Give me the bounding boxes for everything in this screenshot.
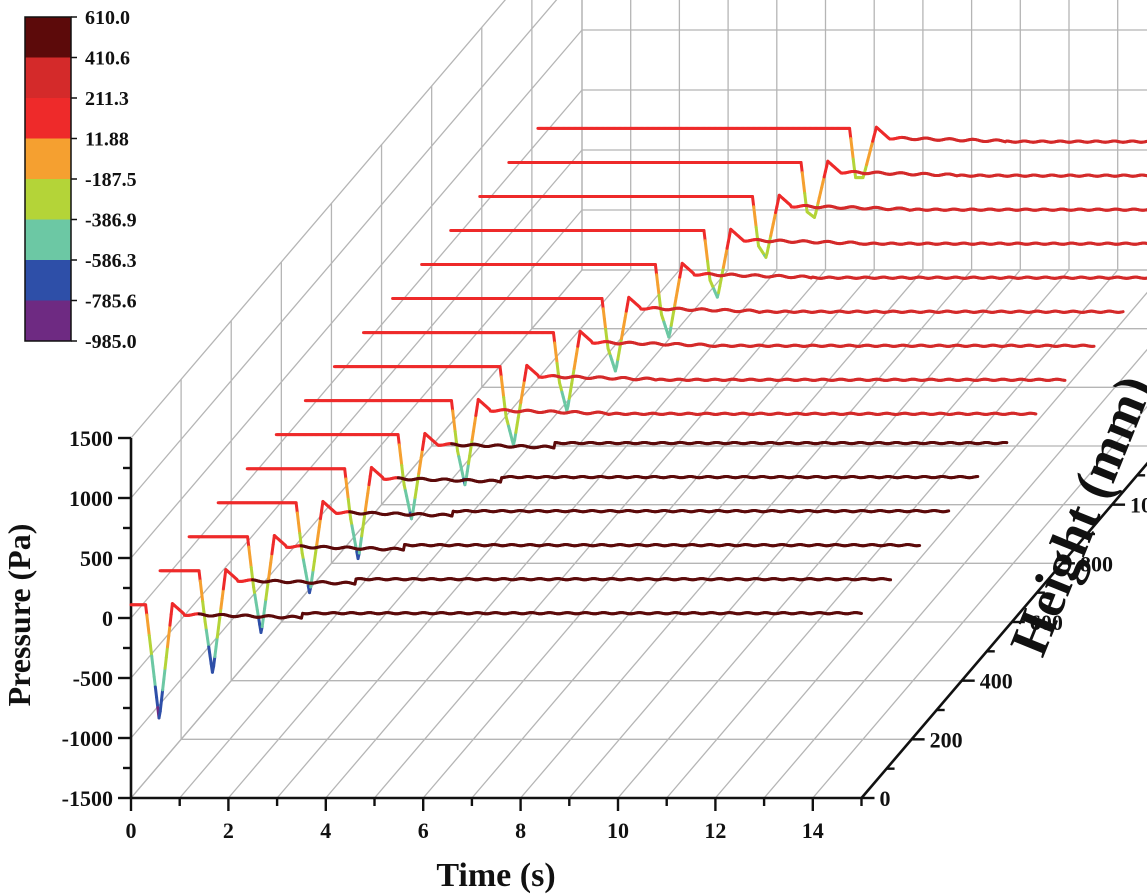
grid-line — [763, 348, 1147, 799]
grid-line — [130, 269, 583, 799]
trace-segment — [703, 239, 708, 253]
trace-2400 — [478, 193, 1147, 259]
trace-segment — [600, 297, 605, 311]
trace-segment — [706, 259, 711, 274]
grid-line — [179, 269, 632, 799]
grid-line — [130, 29, 583, 559]
grid-line — [130, 0, 506, 439]
grid-line — [666, 269, 1119, 799]
trace-segment — [498, 365, 503, 379]
pressure-traces — [129, 125, 1147, 720]
grid-line — [714, 291, 1147, 799]
trace-segment — [601, 307, 606, 321]
grid-line — [130, 0, 558, 499]
y-tick-label: -500 — [73, 666, 113, 691]
trace-segment — [555, 361, 560, 376]
trace-segment — [602, 317, 608, 331]
trace-2000 — [420, 261, 1147, 339]
tick-marks — [118, 436, 1146, 811]
grid-line — [130, 89, 583, 619]
x-tick-label: 6 — [418, 818, 429, 843]
trace-segment — [655, 273, 660, 287]
grid-line — [130, 209, 583, 739]
z-tick-label: 200 — [930, 727, 963, 752]
y-tick-label: 1500 — [69, 426, 113, 451]
trace-segment — [752, 205, 757, 219]
trace-segment — [502, 395, 507, 410]
trace-1400 — [332, 363, 1067, 447]
x-tick-label: 10 — [607, 818, 629, 843]
x-tick-label: 4 — [320, 818, 331, 843]
grid-line — [325, 269, 778, 799]
grid-line — [812, 405, 1147, 799]
axes — [129, 438, 1147, 800]
trace-segment — [849, 137, 854, 151]
trace-segment — [851, 157, 856, 171]
trace-segment — [799, 160, 804, 175]
grid-line — [471, 269, 924, 799]
z-tick-label: 1000 — [1130, 493, 1147, 518]
x-tick-label: 12 — [704, 818, 726, 843]
grid-line — [276, 269, 729, 799]
z-tick-label: 400 — [980, 669, 1013, 694]
tick-labels: 0 2 4 6 8 10 12 14 -1500 -1000 -500 0 500 1000 1500 0 20… — [62, 426, 1147, 843]
trace-2200 — [449, 227, 1147, 299]
trace-segment — [850, 147, 855, 161]
trace-segment — [604, 327, 609, 342]
grid-line — [422, 269, 875, 799]
trace-segment — [554, 351, 559, 365]
z-tick-label: 600 — [1030, 610, 1063, 635]
trace-segment — [704, 249, 710, 263]
trace-segment — [553, 341, 558, 355]
grid-line — [374, 269, 826, 799]
grid-line — [520, 269, 973, 799]
trace-segment — [702, 229, 707, 243]
x-tick-label: 0 — [126, 818, 137, 843]
trace-2800 — [536, 125, 1147, 180]
x-tick-label: 14 — [802, 818, 824, 843]
y-tick-label: -1500 — [62, 786, 113, 811]
trace-segment — [500, 385, 506, 399]
grid-line — [130, 149, 583, 679]
trace-segment — [551, 331, 557, 345]
trace-segment — [848, 126, 853, 141]
y-tick-label: 500 — [80, 546, 113, 571]
z-tick-label: 800 — [1080, 551, 1113, 576]
trace-segment — [750, 194, 756, 209]
trace-segment — [801, 181, 807, 195]
grid-line — [617, 269, 1070, 799]
trace-segment — [499, 375, 504, 389]
trace-segment — [753, 215, 758, 229]
grid-line — [227, 269, 680, 799]
trace-1600 — [362, 329, 1096, 413]
trace-segment — [657, 293, 662, 308]
x-tick-label: 2 — [223, 818, 234, 843]
y-tick-label: 0 — [102, 606, 113, 631]
x-tick-label: 8 — [515, 818, 526, 843]
y-tick-label: 1000 — [69, 486, 113, 511]
trace-segment — [803, 191, 808, 205]
trace-segment — [653, 263, 659, 277]
trace-segment — [800, 171, 805, 185]
z-tick-label: 0 — [880, 786, 891, 811]
trace-segment — [754, 225, 759, 239]
y-tick-label: -1000 — [62, 726, 113, 751]
trace-segment — [656, 283, 661, 297]
grid-line — [568, 269, 1021, 799]
trace-1800 — [391, 295, 1125, 373]
